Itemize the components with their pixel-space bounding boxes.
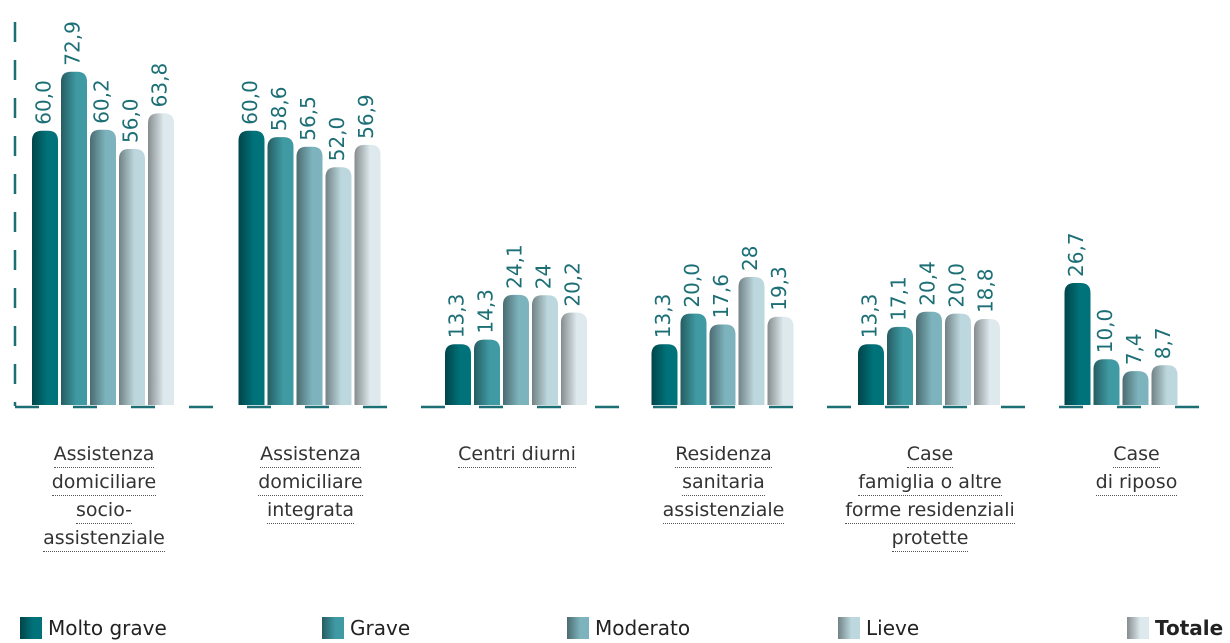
- legend-swatch: [20, 617, 42, 639]
- value-label: 63,8: [148, 63, 172, 108]
- value-label: 13,3: [445, 294, 469, 339]
- bar: [32, 130, 58, 405]
- bar: [709, 324, 736, 405]
- value-label: 58,6: [267, 87, 291, 132]
- bar: [767, 316, 794, 405]
- value-label: 56,9: [354, 94, 378, 139]
- legend-swatch: [322, 617, 344, 639]
- value-label: 20,0: [680, 263, 704, 308]
- value-label: 28: [738, 246, 762, 271]
- category-text: Assistenza domiciliare socio- assistenzi…: [43, 443, 165, 552]
- bar: [561, 312, 587, 405]
- bar: [267, 137, 294, 405]
- category-text: Assistenza domiciliare integrata: [258, 443, 363, 524]
- legend-swatch: [838, 617, 860, 639]
- bar: [680, 313, 707, 405]
- value-label: 17,1: [887, 276, 911, 321]
- legend-label: Totale: [1155, 616, 1224, 640]
- category-text: Case di riposo: [1095, 443, 1178, 496]
- bar: [916, 311, 942, 405]
- bar: [1122, 371, 1149, 405]
- value-label: 10,0: [1093, 309, 1117, 354]
- value-label: 19,3: [767, 266, 791, 311]
- bar: [887, 326, 913, 405]
- category-label: Residenza sanitaria assistenziale: [629, 440, 819, 524]
- value-label: 17,6: [709, 274, 733, 319]
- value-label: 20,0: [945, 263, 969, 308]
- legend-item: Lieve: [838, 616, 919, 640]
- value-label: 14,3: [474, 289, 498, 334]
- value-label: 20,4: [916, 261, 940, 306]
- category-label: Case famiglia o altre forme residenziali…: [835, 440, 1025, 552]
- bar: [503, 294, 529, 405]
- bar: [1064, 282, 1091, 405]
- bar: [119, 149, 145, 405]
- legend-swatch: [567, 617, 589, 639]
- legend-label: Molto grave: [48, 616, 167, 640]
- value-label: 52,0: [325, 117, 349, 162]
- bar: [858, 344, 884, 405]
- bar: [325, 167, 352, 405]
- value-label: 24,1: [503, 244, 527, 289]
- bar: [1093, 359, 1120, 405]
- bar: [532, 295, 558, 405]
- bar: [61, 71, 87, 405]
- bar: [90, 129, 116, 406]
- bar: [474, 339, 500, 405]
- value-label: 13,3: [651, 294, 675, 339]
- bar: [945, 313, 971, 405]
- value-label: 60,0: [32, 80, 56, 125]
- legend-item: Totale: [1127, 616, 1223, 640]
- legend-item: Grave: [322, 616, 410, 640]
- value-label: 13,3: [858, 294, 882, 339]
- value-label: 72,9: [61, 21, 85, 66]
- value-label: 60,0: [238, 80, 262, 125]
- value-label: 56,5: [296, 96, 320, 141]
- category-text: Case famiglia o altre forme residenziali…: [845, 443, 1015, 552]
- value-label: 8,7: [1151, 327, 1175, 359]
- category-text: Residenza sanitaria assistenziale: [662, 443, 785, 524]
- bar: [738, 277, 765, 405]
- bar: [354, 144, 381, 405]
- category-label: Centri diurni: [422, 440, 612, 468]
- legend-label: Grave: [350, 616, 411, 640]
- category-text: Centri diurni: [458, 443, 576, 468]
- category-label: Case di riposo: [1042, 440, 1230, 496]
- legend-item: Moderato: [567, 616, 690, 640]
- legend-label: Lieve: [866, 616, 920, 640]
- value-label: 24: [532, 264, 556, 289]
- category-label: Assistenza domiciliare socio- assistenzi…: [9, 440, 199, 552]
- bar: [1151, 365, 1178, 405]
- value-label: 26,7: [1064, 232, 1088, 277]
- value-label: 20,2: [561, 262, 585, 307]
- bar: [148, 113, 174, 405]
- bar: [974, 319, 1000, 405]
- value-label: 7,4: [1122, 333, 1146, 365]
- legend-item: Molto grave: [20, 616, 167, 640]
- legend-swatch: [1127, 617, 1149, 639]
- category-label: Assistenza domiciliare integrata: [216, 440, 406, 524]
- bar: [651, 344, 678, 405]
- bar: [238, 130, 265, 405]
- value-label: 56,0: [119, 98, 143, 143]
- bar: [445, 344, 471, 405]
- value-label: 60,2: [90, 79, 114, 124]
- legend-label: Moderato: [595, 616, 691, 640]
- value-label: 18,8: [974, 269, 998, 314]
- bar: [296, 146, 323, 405]
